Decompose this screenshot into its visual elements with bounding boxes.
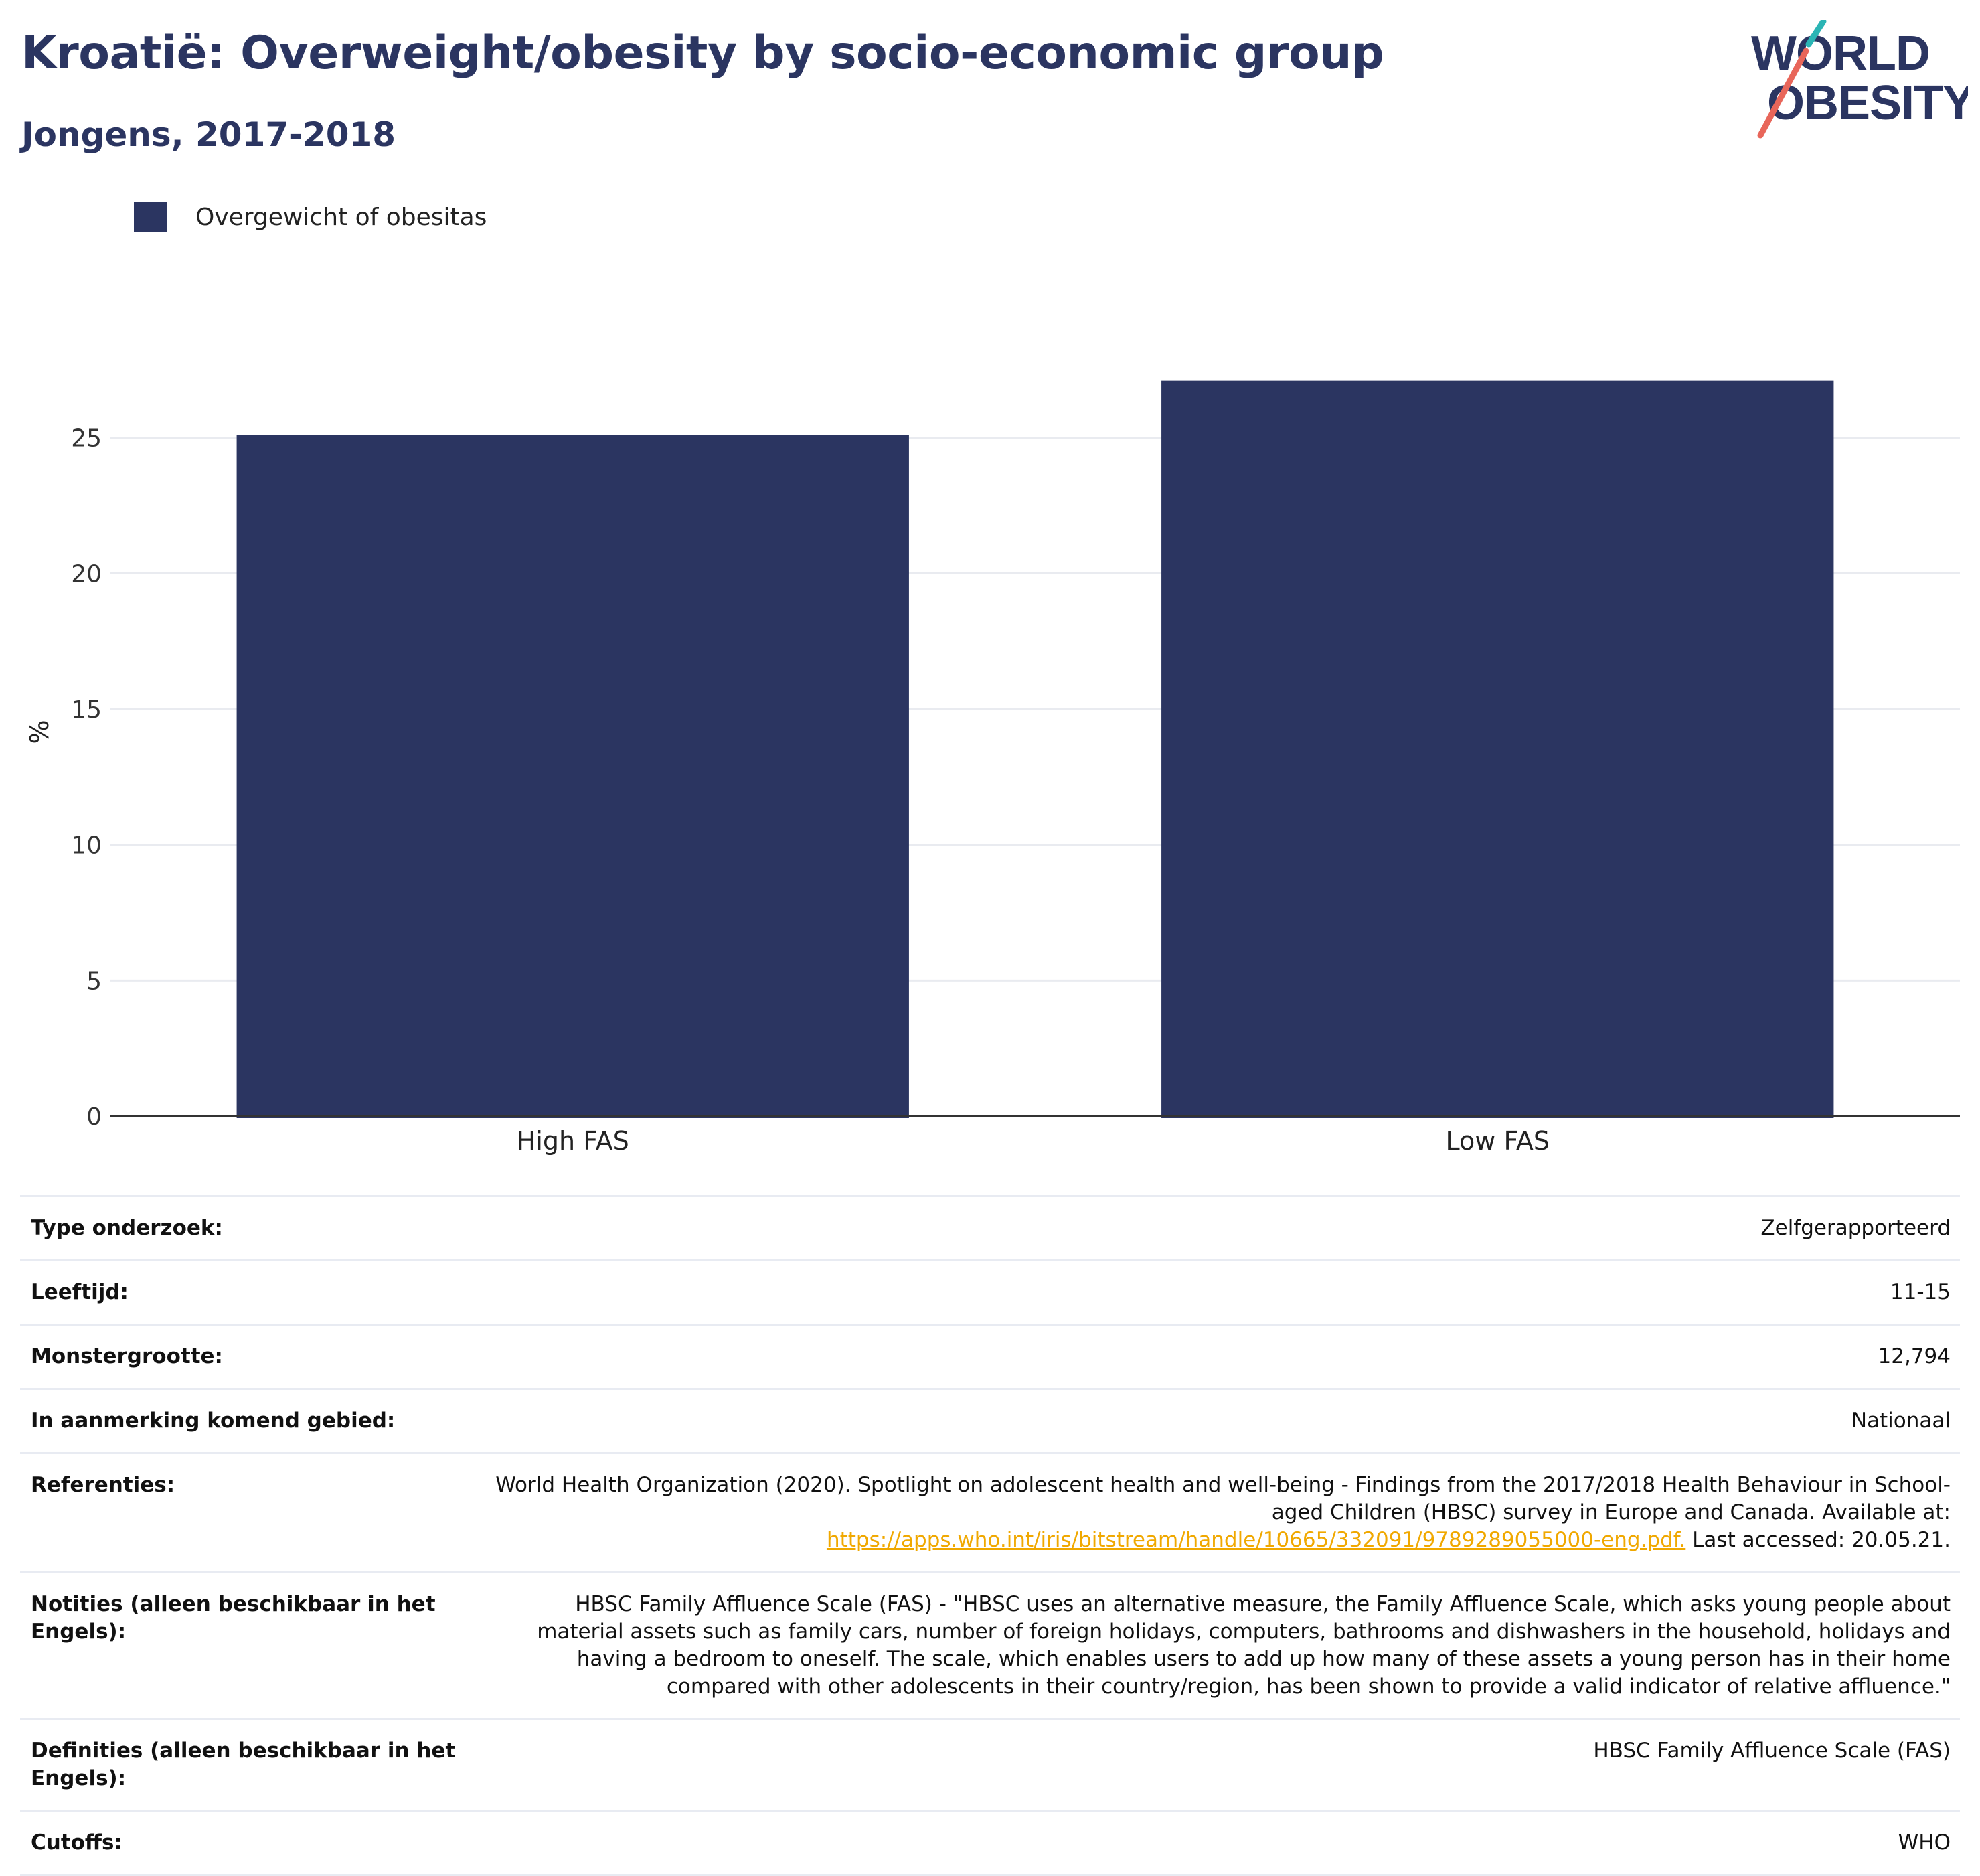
info-label: Leeftijd: [20,1259,482,1325]
y-tick-label: 25 [71,425,102,453]
y-axis-label: % [25,720,54,744]
last-accessed-text: Last accessed: 20.05.21. [1685,1528,1951,1552]
y-tick-label: 20 [71,560,102,588]
legend-label: Overgewicht of obesitas [195,203,487,231]
y-tick-label: 15 [71,696,102,724]
info-value: WHO [482,1810,1960,1876]
chart-subtitle: Jongens, 2017-2018 [21,115,396,154]
y-tick-label: 5 [86,967,102,995]
logo-slash-top [1805,20,1827,48]
logo-text-obesity: OBESITY [1767,76,1968,130]
info-row: Cutoffs: WHO [20,1810,1960,1876]
info-value: World Health Organization (2020). Spotli… [482,1452,1960,1573]
logo-text-world: WORLD [1751,27,1930,80]
info-row: Notities (alleen beschikbaar in het Enge… [20,1571,1960,1719]
reference-text: World Health Organization (2020). Spotli… [495,1473,1951,1525]
info-label: Definities (alleen beschikbaar in het En… [20,1718,482,1811]
info-row: In aanmerking komend gebied: Nationaal [20,1388,1960,1454]
info-value: HBSC Family Affluence Scale (FAS) - "HBS… [482,1571,1960,1719]
info-label: Type onderzoek: [20,1195,482,1261]
info-label: Referenties: [20,1452,482,1573]
info-table: Type onderzoek: Zelfgerapporteerd Leeftijd… [20,1195,1960,1876]
info-label: Cutoffs: [20,1810,482,1876]
info-row: Referenties: World Health Organization (2… [20,1452,1960,1573]
world-obesity-logo: WORLD OBESITY [1751,20,1968,139]
info-label: In aanmerking komend gebied: [20,1388,482,1454]
info-label: Monstergrootte: [20,1324,482,1389]
logo-slash-bottom [1757,48,1809,139]
reference-link[interactable]: https://apps.who.int/iris/bitstream/hand… [826,1528,1686,1552]
info-row: Definities (alleen beschikbaar in het En… [20,1718,1960,1811]
x-tick-label: High FAS [517,1126,629,1156]
chart-title: Kroatië: Overweight/obesity by socio-eco… [21,27,1384,80]
info-value: Nationaal [482,1388,1960,1454]
y-tick-label: 10 [71,832,102,860]
legend: Overgewicht of obesitas [134,200,487,234]
legend-swatch [134,202,167,232]
info-value: 11-15 [482,1259,1960,1325]
bar [236,435,909,1118]
info-value: HBSC Family Affluence Scale (FAS) [482,1718,1960,1811]
y-tick-label: 0 [86,1103,102,1131]
info-row: Monstergrootte: 12,794 [20,1324,1960,1389]
info-label: Notities (alleen beschikbaar in het Enge… [20,1571,482,1719]
bar [1161,380,1834,1119]
bar-chart: 0 5 10 15 20 25% High FAS Low FAS [25,380,1960,1156]
x-tick-label: Low FAS [1446,1126,1550,1156]
info-value: Zelfgerapporteerd [482,1195,1960,1261]
info-row: Type onderzoek: Zelfgerapporteerd [20,1195,1960,1261]
info-row: Leeftijd: 11-15 [20,1259,1960,1325]
info-value: 12,794 [482,1324,1960,1389]
